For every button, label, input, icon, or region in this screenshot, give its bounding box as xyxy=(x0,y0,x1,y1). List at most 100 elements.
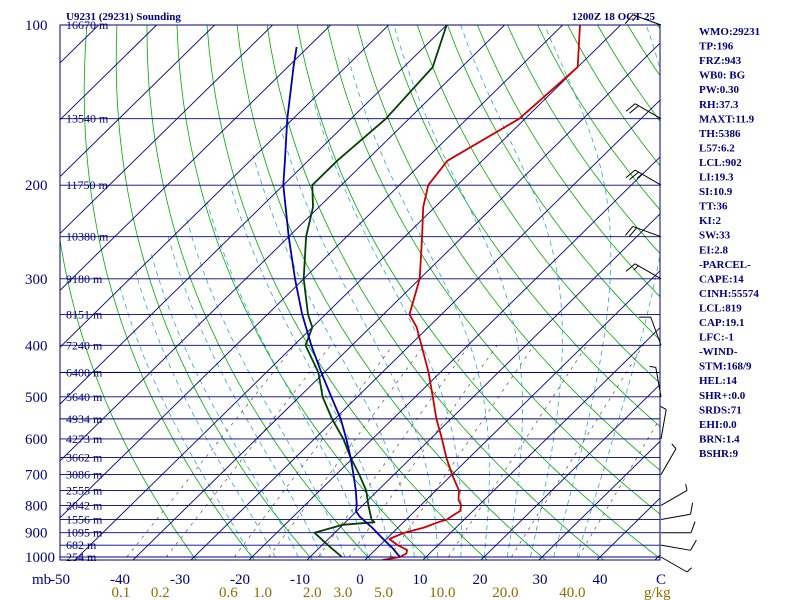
height-label: 3086 m xyxy=(66,468,103,482)
isotherm-line xyxy=(306,213,660,560)
height-label: 4934 m xyxy=(66,412,103,426)
wind-barb-flag xyxy=(625,103,636,112)
wind-barb-staff xyxy=(650,316,662,346)
mixing-ratio-tick-label: 5.0 xyxy=(374,585,393,600)
temperature-tick-label: -20 xyxy=(230,572,250,588)
mixing-ratio-tick-label: 40.0 xyxy=(559,585,585,600)
wind-barb-flag xyxy=(625,169,636,179)
sounding-index-value: -PARCEL- xyxy=(699,259,751,271)
chart-title: U9231 (29231) Sounding xyxy=(66,11,181,23)
sounding-index-value: LCL:819 xyxy=(699,302,742,314)
sounding-index-value: KI:2 xyxy=(699,215,722,227)
sounding-index-value: TH:5386 xyxy=(699,128,741,140)
plot-frame xyxy=(59,24,661,561)
wind-barb-flag xyxy=(685,484,688,491)
pressure-tick-label: 600 xyxy=(25,432,48,448)
sounding-index-value: SHR+:0.0 xyxy=(699,390,746,402)
height-label: 1556 m xyxy=(66,512,103,526)
wind-barb-flag xyxy=(629,171,639,181)
wind-barb-staff xyxy=(660,409,667,440)
mixing-ratio-tick-label: 2.0 xyxy=(303,585,322,600)
sounding-index-value: HEL:14 xyxy=(699,375,737,387)
isotherm-line xyxy=(190,99,660,560)
sounding-index-value: FRZ:943 xyxy=(699,55,742,67)
wind-barb-flag xyxy=(632,15,637,22)
height-label: 16670 m xyxy=(66,18,109,32)
sounding-index-value: SW:33 xyxy=(699,230,731,242)
wind-barb xyxy=(660,556,693,573)
sounding-index-value: L57:6.2 xyxy=(699,142,735,154)
temperature-unit-label: C xyxy=(656,572,666,588)
temperature-tick-label: -10 xyxy=(290,572,310,588)
height-label: 10380 m xyxy=(66,230,109,244)
sounding-index-value: TT:36 xyxy=(699,201,728,213)
wind-barb-flag xyxy=(628,227,637,238)
isotherm-line xyxy=(60,25,158,121)
mixing-ratio-tick-label: 0.2 xyxy=(151,585,170,600)
temperature-tick-label: -30 xyxy=(170,572,190,588)
isotherm-line xyxy=(480,383,660,560)
sounding-index-value: LI:19.3 xyxy=(699,172,734,184)
sounding-index-value: CAPE:14 xyxy=(699,273,744,285)
wind-barb-staff xyxy=(634,169,662,186)
mixing-ratio-tick-label: 20.0 xyxy=(492,585,518,600)
height-label: 8151 m xyxy=(66,307,103,321)
wind-barb xyxy=(625,103,662,120)
pressure-tick-label: 1000 xyxy=(25,550,55,566)
wind-barb-staff xyxy=(655,367,662,397)
moist-adiabat-line xyxy=(151,254,299,558)
sounding-index-value: BRN:1.4 xyxy=(699,433,740,445)
sounding-index-value: CAP:19.1 xyxy=(699,317,745,329)
mixing-ratio-line xyxy=(448,345,588,558)
mixing-ratio-tick-label: 1.0 xyxy=(253,585,272,600)
isotherm-line xyxy=(60,25,216,178)
wind-barb xyxy=(625,263,662,280)
isotherm-line xyxy=(132,42,660,560)
wind-barb xyxy=(649,365,662,397)
pressure-tick-label: 700 xyxy=(25,468,48,484)
pressure-tick-label: 400 xyxy=(25,338,48,354)
height-label: 11750 m xyxy=(66,178,109,192)
wind-barb-flag xyxy=(629,105,639,114)
pressure-tick-label: 100 xyxy=(25,18,48,34)
sounding-index-value: -WIND- xyxy=(699,346,738,358)
sounding-index-value: WB0: BG xyxy=(699,70,746,82)
height-label: 2042 m xyxy=(66,498,103,512)
isotherm-line xyxy=(60,25,448,405)
wind-barb-staff xyxy=(632,225,662,238)
wind-barb xyxy=(660,502,694,520)
temperature-tick-label: -50 xyxy=(50,572,70,588)
isotherm-line xyxy=(364,270,660,560)
height-label: 254 m xyxy=(66,550,97,564)
sounding-index-value: SI:10.9 xyxy=(699,186,733,198)
wind-barb-flag xyxy=(660,406,667,410)
mixing-ratio-tick-label: 10.0 xyxy=(429,585,455,600)
sounding-index-value: LFC:-1 xyxy=(699,332,734,344)
moist-adiabat-line xyxy=(228,179,392,558)
height-label: 2555 m xyxy=(66,484,103,498)
mixing-ratio-tick-label: 0.1 xyxy=(111,585,130,600)
pressure-unit-label: mb xyxy=(32,572,51,588)
dry-adiabat-line xyxy=(60,237,197,560)
wind-barb xyxy=(660,406,667,440)
height-label: 1095 m xyxy=(66,526,103,540)
mixing-ratio-line xyxy=(389,345,535,558)
wind-barb-flag xyxy=(625,263,636,272)
mixing-ratio-tick-label: 3.0 xyxy=(334,585,353,600)
wind-barb xyxy=(660,484,688,506)
mixing-ratio-line xyxy=(348,345,498,558)
temperature-profile-line xyxy=(382,25,581,560)
wind-barb-staff xyxy=(660,544,691,551)
sounding-index-value: MAXT:11.9 xyxy=(699,113,755,125)
mixing-ratio-tick-label: 0.6 xyxy=(219,585,238,600)
height-label: 3662 m xyxy=(66,450,103,464)
wind-barb-flag xyxy=(649,365,656,368)
sounding-index-value: RH:37.3 xyxy=(699,99,739,111)
mixing-ratio-unit-label: g/kg xyxy=(644,585,671,600)
wind-barb-flag xyxy=(671,443,677,449)
wind-barb-staff xyxy=(634,103,662,120)
isotherm-line xyxy=(74,25,622,560)
height-label: 6400 m xyxy=(66,366,103,380)
